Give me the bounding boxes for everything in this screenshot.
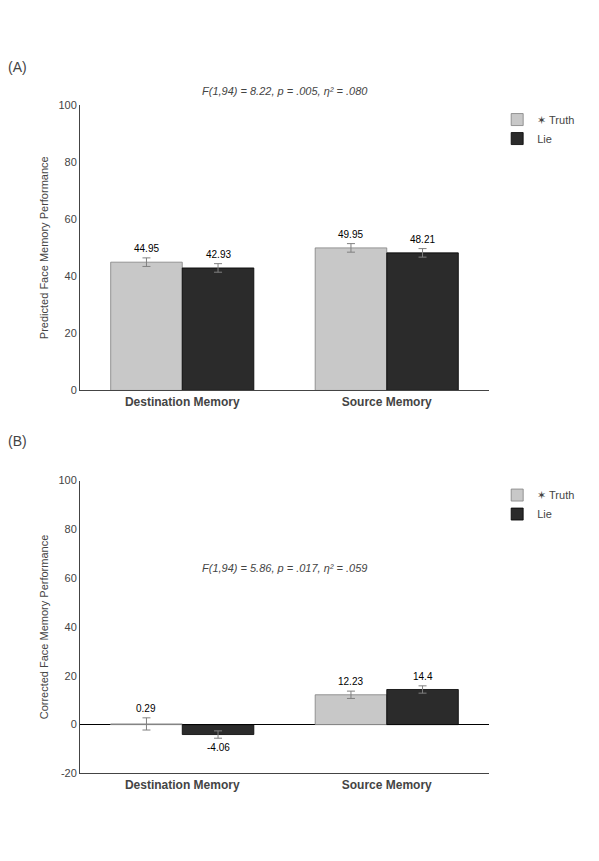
svg-text:Destination Memory: Destination Memory xyxy=(125,778,240,792)
svg-text:42.93: 42.93 xyxy=(206,249,231,260)
svg-text:✶ Truth: ✶ Truth xyxy=(537,114,574,126)
svg-text:0: 0 xyxy=(71,718,77,730)
svg-text:Corrected Face Memory Performa: Corrected Face Memory Performance xyxy=(38,535,50,720)
svg-text:40: 40 xyxy=(65,270,77,282)
svg-text:100: 100 xyxy=(58,99,76,111)
svg-text:Source Memory: Source Memory xyxy=(342,395,432,409)
svg-text:0: 0 xyxy=(71,384,77,396)
svg-text:60: 60 xyxy=(65,572,77,584)
svg-text:100: 100 xyxy=(58,474,76,486)
svg-text:20: 20 xyxy=(65,670,77,682)
svg-text:0.29: 0.29 xyxy=(136,703,156,714)
svg-text:20: 20 xyxy=(65,327,77,339)
svg-text:-4.06: -4.06 xyxy=(207,742,230,753)
svg-text:48.21: 48.21 xyxy=(410,234,435,245)
svg-text:49.95: 49.95 xyxy=(338,229,363,240)
svg-text:Lie: Lie xyxy=(537,133,552,145)
svg-text:Lie: Lie xyxy=(537,508,552,520)
svg-text:14.4: 14.4 xyxy=(413,671,433,682)
svg-text:F(1,94) = 5.86, p = .017, η² =: F(1,94) = 5.86, p = .017, η² = .059 xyxy=(202,562,367,574)
svg-text:F(1,94) = 8.22, p = .005, η² =: F(1,94) = 8.22, p = .005, η² = .080 xyxy=(202,85,368,97)
svg-text:-20: -20 xyxy=(61,767,77,779)
svg-text:44.95: 44.95 xyxy=(134,243,159,254)
svg-text:80: 80 xyxy=(65,156,77,168)
svg-text:60: 60 xyxy=(65,213,77,225)
svg-text:Predicted Face Memory Performa: Predicted Face Memory Performance xyxy=(38,156,50,339)
svg-text:Source Memory: Source Memory xyxy=(342,778,432,792)
svg-text:(A): (A) xyxy=(8,59,27,75)
svg-text:80: 80 xyxy=(65,523,77,535)
svg-text:(B): (B) xyxy=(8,433,27,449)
svg-text:✶ Truth: ✶ Truth xyxy=(537,489,574,501)
svg-text:40: 40 xyxy=(65,621,77,633)
svg-text:Destination Memory: Destination Memory xyxy=(125,395,240,409)
svg-text:12.23: 12.23 xyxy=(338,676,363,687)
